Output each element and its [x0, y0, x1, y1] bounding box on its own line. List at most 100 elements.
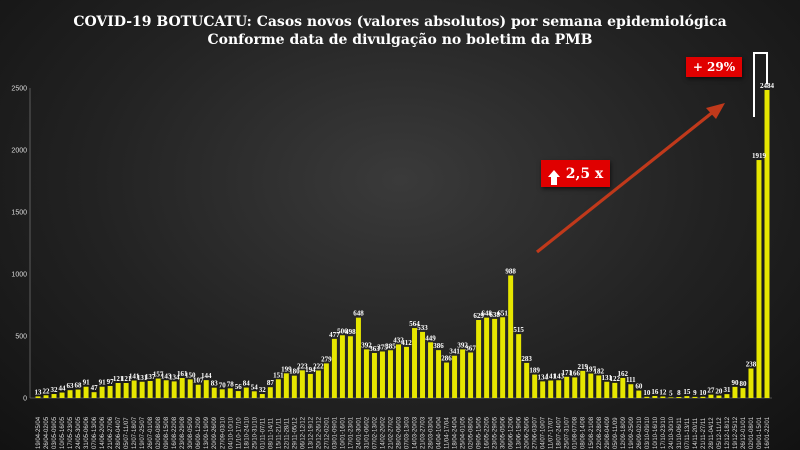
bar: [131, 380, 137, 398]
data-label: 286: [441, 355, 452, 363]
data-label: 60: [635, 383, 643, 391]
bar: [524, 362, 530, 398]
bar: [532, 374, 538, 398]
x-tick-label: 26/09-02/10: [637, 416, 643, 449]
data-label: 166: [569, 369, 580, 377]
bar: [243, 387, 249, 398]
data-label: 27: [707, 387, 715, 395]
x-tick-label: 25/07-31/07: [565, 416, 571, 449]
data-label: 83: [211, 380, 219, 388]
bar: [83, 386, 89, 398]
bar: [756, 160, 762, 398]
chart-title: COVID-19 BOTUCATU: Casos novos (valores …: [73, 14, 727, 30]
data-label: 648: [481, 310, 492, 318]
bar: [123, 382, 129, 398]
data-label: 392: [457, 341, 468, 349]
data-label: 70: [219, 381, 227, 389]
x-tick-label: 07/02-13/02: [372, 416, 378, 449]
bar: [644, 396, 650, 398]
data-label: 197: [586, 366, 597, 374]
x-tick-label: 05/07-11/07: [124, 417, 130, 449]
data-label: 80: [739, 380, 747, 388]
data-label: 194: [305, 366, 316, 374]
bar: [596, 375, 602, 398]
bar: [764, 89, 770, 398]
data-label: 515: [513, 326, 524, 334]
bar: [588, 373, 594, 398]
bar: [219, 389, 225, 398]
x-tick-label: 15/08-21/08: [589, 416, 595, 449]
bar: [291, 375, 297, 398]
x-tick-label: 07/06-13/06: [92, 416, 98, 449]
bar: [612, 382, 618, 398]
data-label: 131: [137, 374, 148, 382]
bar: [412, 328, 417, 398]
bar: [163, 380, 169, 398]
bar: [484, 317, 490, 398]
x-tick-label: 10/10-16/10: [653, 416, 659, 449]
bar: [540, 381, 546, 398]
x-tick-label: 14/02-20/02: [380, 416, 386, 449]
data-label: 648: [353, 310, 364, 318]
data-label: 2484: [760, 82, 775, 90]
bar: [259, 394, 265, 398]
data-label: 222: [313, 362, 324, 370]
data-label: 143: [161, 372, 172, 380]
bar: [580, 370, 586, 398]
data-label: 412: [401, 339, 412, 347]
x-tick-label: 31/10-06/11: [677, 417, 683, 449]
x-tick-label: 28/03-03/04: [429, 416, 435, 449]
bar: [315, 370, 321, 398]
bar: [516, 334, 522, 398]
x-tick-label: 31/01-06/02: [364, 416, 370, 449]
data-label: 363: [369, 345, 380, 353]
x-tick-label: 09/08-15/08: [164, 416, 170, 449]
data-label: 15: [683, 388, 691, 396]
data-label: 47: [91, 384, 99, 392]
bar: [235, 391, 241, 398]
x-tick-label: 03/05-09/05: [52, 416, 58, 449]
data-label: 5: [669, 389, 673, 397]
chart-subtitle: Conforme data de divulgação no boletim d…: [207, 32, 593, 48]
x-tick-label: 02/05-08/05: [469, 416, 475, 449]
data-label: 22: [43, 387, 51, 395]
data-label: 8: [677, 389, 681, 397]
x-tick-label: 18/10-24/10: [244, 416, 250, 449]
x-tick-label: 19/07-25/07: [140, 416, 146, 449]
bar: [668, 397, 674, 398]
bar: [420, 331, 426, 398]
x-tick-label: 11/04-17/04: [445, 417, 451, 449]
bar: [179, 378, 185, 398]
growth-badge-label: 2,5 x: [565, 165, 604, 182]
data-label: 122: [610, 375, 621, 383]
data-label: 189: [529, 367, 540, 375]
bar: [299, 370, 305, 398]
bar: [203, 380, 209, 398]
data-label: 10: [643, 389, 651, 397]
bar: [676, 397, 682, 398]
x-tick-label: 25/10-31/10: [252, 416, 258, 449]
bar: [363, 349, 369, 398]
bar: [468, 352, 474, 398]
x-tick-label: 30/08-05/09: [188, 416, 194, 449]
x-tick-label: 26/12-01/01: [741, 416, 747, 449]
data-label: 375: [377, 344, 388, 352]
data-label: 638: [489, 311, 500, 319]
x-tick-label: 29/11-05/12: [292, 417, 298, 449]
data-label: 341: [449, 348, 460, 356]
bar: [147, 381, 153, 398]
data-label: 134: [169, 373, 180, 381]
x-tick-label: 04/04-10/04: [437, 416, 443, 449]
x-tick-label: 23/08-29/08: [180, 416, 186, 449]
recent-increase-badge: + 29%: [686, 57, 742, 77]
x-tick-label: 07/03-13/03: [405, 416, 411, 449]
bar: [452, 355, 458, 398]
x-tick-label: 01/11-07/11: [260, 417, 266, 449]
bar: [51, 394, 57, 398]
data-label: 91: [99, 379, 107, 387]
bar: [548, 380, 554, 398]
bar: [283, 373, 289, 398]
x-tick-label: 24/10-30/10: [669, 416, 675, 449]
bar: [740, 388, 746, 398]
